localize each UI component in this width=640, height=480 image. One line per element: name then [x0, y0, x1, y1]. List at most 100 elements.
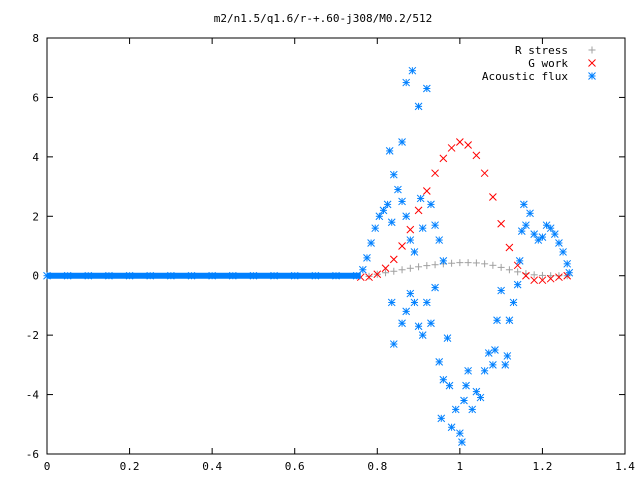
x-tick-label: 1.2 — [532, 460, 552, 473]
data-point — [383, 200, 392, 209]
data-point — [550, 230, 559, 238]
data-point — [456, 429, 464, 438]
data-point — [505, 316, 514, 325]
data-point — [390, 267, 398, 275]
legend-marker — [588, 59, 596, 67]
data-point — [480, 169, 489, 178]
data-point — [365, 273, 373, 282]
data-point — [437, 414, 446, 423]
data-point — [484, 349, 493, 357]
data-point — [565, 268, 574, 277]
y-tick-label: 4 — [32, 151, 39, 164]
data-point — [389, 255, 398, 264]
x-tick-label: 0.8 — [367, 460, 387, 473]
data-point — [513, 280, 522, 289]
data-point — [443, 334, 452, 342]
data-point — [422, 187, 431, 195]
x-tick-label: 0 — [44, 460, 51, 473]
data-point — [448, 259, 456, 267]
series-acoustic-flux — [43, 66, 574, 446]
data-point — [406, 225, 415, 234]
data-point — [514, 268, 522, 276]
legend-marker — [588, 46, 596, 54]
data-point — [439, 257, 448, 265]
data-point — [456, 259, 464, 267]
data-point — [375, 212, 384, 221]
data-point — [381, 264, 390, 273]
data-point — [538, 233, 547, 241]
data-point — [464, 259, 472, 267]
x-tick-label: 1 — [457, 460, 464, 473]
data-point — [530, 230, 539, 238]
data-point — [398, 242, 406, 250]
data-point — [365, 272, 373, 280]
data-point — [435, 358, 444, 366]
data-point — [402, 212, 411, 221]
data-point — [414, 322, 423, 331]
legend-label: R stress — [515, 44, 568, 57]
data-point — [555, 273, 563, 282]
data-point — [481, 260, 489, 268]
y-tick-label: -4 — [26, 389, 40, 402]
data-point — [435, 236, 444, 244]
data-point — [389, 170, 398, 179]
y-tick-label: 2 — [32, 210, 39, 223]
data-point — [491, 346, 499, 354]
data-point — [505, 266, 513, 274]
data-point — [517, 227, 526, 235]
data-point — [505, 243, 514, 252]
data-point — [394, 185, 402, 194]
y-tick-label: -2 — [26, 329, 39, 342]
data-point — [530, 276, 539, 285]
data-point — [456, 138, 464, 146]
chart-title: m2/n1.5/q1.6/r-+.60-j308/M0.2/512 — [214, 12, 433, 25]
data-point — [519, 200, 528, 209]
data-point — [503, 352, 512, 360]
data-point — [476, 393, 485, 402]
data-point — [398, 197, 406, 206]
data-point — [563, 259, 572, 268]
data-point — [389, 340, 398, 348]
data-point — [480, 366, 489, 375]
data-point — [427, 319, 435, 328]
x-tick-label: 0.2 — [120, 460, 140, 473]
data-point — [379, 206, 388, 215]
data-point — [410, 248, 419, 256]
data-point — [447, 423, 456, 432]
series-g-work — [356, 138, 572, 285]
data-point — [439, 154, 448, 163]
data-point — [460, 396, 468, 405]
data-point — [406, 236, 415, 244]
data-point — [497, 219, 505, 228]
data-point — [489, 361, 497, 369]
data-point — [472, 387, 481, 396]
legend-label: G work — [528, 57, 568, 70]
axis-ticks: 0 0.2 0.4 0.6 0.8 1 1.2 1.4 -6 -4 -2 0 2 4 6 8 — [26, 32, 636, 473]
data-point — [431, 169, 439, 178]
data-point — [414, 102, 423, 111]
data-point — [358, 265, 367, 274]
data-point — [439, 375, 448, 384]
data-point — [423, 262, 431, 270]
data-point — [472, 259, 480, 267]
data-point — [555, 272, 563, 280]
data-point — [462, 381, 470, 390]
data-point — [534, 236, 543, 244]
data-point — [422, 298, 431, 307]
data-point — [546, 224, 555, 233]
data-point — [451, 405, 460, 414]
data-point — [538, 271, 546, 279]
data-point — [542, 221, 551, 230]
data-point — [408, 66, 417, 75]
data-point — [515, 257, 524, 265]
data-point — [522, 221, 530, 230]
data-point — [373, 270, 382, 279]
data-point — [464, 141, 472, 149]
data-point — [472, 151, 481, 160]
data-point — [416, 194, 425, 203]
data-point — [497, 263, 505, 271]
data-point — [447, 144, 456, 152]
data-point — [445, 381, 454, 390]
data-point — [538, 276, 547, 285]
